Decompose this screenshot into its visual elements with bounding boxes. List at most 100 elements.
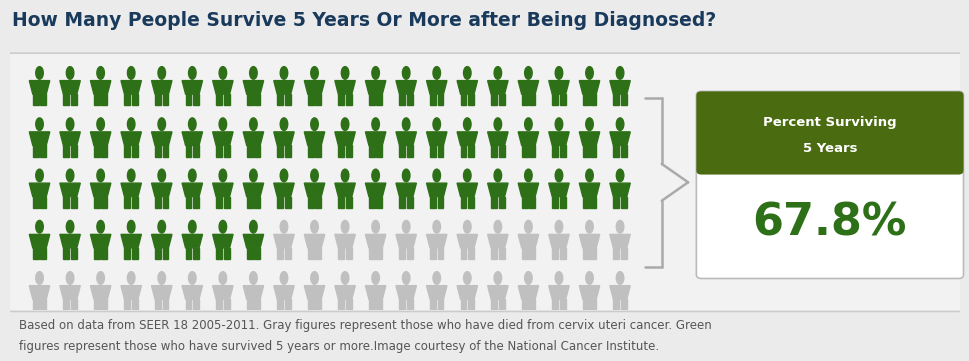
Circle shape [524, 118, 532, 131]
Circle shape [219, 272, 227, 284]
Polygon shape [155, 248, 161, 259]
Polygon shape [216, 197, 222, 208]
Polygon shape [368, 94, 374, 105]
Polygon shape [212, 183, 233, 197]
Circle shape [36, 118, 44, 131]
Polygon shape [551, 248, 557, 259]
Polygon shape [610, 132, 630, 145]
Polygon shape [582, 145, 588, 157]
Circle shape [524, 67, 532, 79]
Polygon shape [29, 183, 49, 197]
Polygon shape [368, 248, 374, 259]
Polygon shape [185, 197, 191, 208]
Polygon shape [437, 197, 443, 208]
Circle shape [219, 67, 227, 79]
Polygon shape [33, 299, 39, 310]
Polygon shape [33, 94, 39, 105]
Polygon shape [254, 145, 260, 157]
Polygon shape [307, 299, 313, 310]
Polygon shape [132, 145, 138, 157]
Polygon shape [399, 197, 405, 208]
Polygon shape [155, 145, 161, 157]
Polygon shape [487, 81, 508, 94]
Polygon shape [334, 183, 355, 197]
Polygon shape [490, 299, 496, 310]
Polygon shape [273, 132, 294, 145]
Polygon shape [193, 299, 199, 310]
Circle shape [66, 272, 74, 284]
Circle shape [188, 169, 196, 182]
Polygon shape [94, 248, 100, 259]
Polygon shape [517, 132, 538, 145]
Circle shape [493, 118, 501, 131]
Polygon shape [60, 81, 80, 94]
Polygon shape [610, 81, 630, 94]
Polygon shape [551, 145, 557, 157]
Polygon shape [151, 234, 172, 248]
Polygon shape [185, 299, 191, 310]
Polygon shape [426, 132, 447, 145]
Polygon shape [124, 299, 130, 310]
Polygon shape [460, 197, 466, 208]
Polygon shape [498, 197, 504, 208]
Circle shape [36, 67, 44, 79]
Polygon shape [273, 183, 294, 197]
Polygon shape [277, 94, 283, 105]
Polygon shape [487, 286, 508, 299]
Polygon shape [529, 248, 535, 259]
Circle shape [97, 272, 105, 284]
Polygon shape [243, 286, 264, 299]
Polygon shape [334, 132, 355, 145]
Polygon shape [124, 145, 130, 157]
Circle shape [463, 169, 471, 182]
Polygon shape [285, 197, 291, 208]
Polygon shape [612, 94, 618, 105]
Circle shape [280, 272, 288, 284]
Polygon shape [346, 248, 352, 259]
Polygon shape [578, 132, 599, 145]
Circle shape [66, 67, 74, 79]
FancyBboxPatch shape [2, 53, 967, 312]
Polygon shape [212, 234, 233, 248]
Polygon shape [468, 248, 474, 259]
Polygon shape [548, 234, 569, 248]
Polygon shape [346, 145, 352, 157]
Polygon shape [254, 197, 260, 208]
Circle shape [463, 67, 471, 79]
Circle shape [493, 272, 501, 284]
Circle shape [310, 118, 318, 131]
Polygon shape [395, 132, 416, 145]
Polygon shape [224, 197, 230, 208]
Polygon shape [315, 197, 321, 208]
Circle shape [36, 272, 44, 284]
Circle shape [554, 272, 562, 284]
Circle shape [432, 221, 440, 233]
Polygon shape [124, 197, 130, 208]
Circle shape [66, 169, 74, 182]
Polygon shape [277, 248, 283, 259]
Text: Based on data from SEER 18 2005-2011. Gray figures represent those who have died: Based on data from SEER 18 2005-2011. Gr… [19, 319, 711, 332]
Polygon shape [610, 286, 630, 299]
Polygon shape [121, 132, 141, 145]
Polygon shape [155, 197, 161, 208]
Polygon shape [338, 248, 344, 259]
Polygon shape [121, 286, 141, 299]
FancyBboxPatch shape [696, 91, 962, 278]
Polygon shape [285, 248, 291, 259]
Polygon shape [29, 286, 49, 299]
Circle shape [249, 67, 257, 79]
Circle shape [127, 221, 135, 233]
Polygon shape [460, 248, 466, 259]
Polygon shape [285, 94, 291, 105]
Polygon shape [121, 81, 141, 94]
Polygon shape [94, 299, 100, 310]
Circle shape [371, 272, 379, 284]
Polygon shape [487, 234, 508, 248]
Polygon shape [246, 248, 252, 259]
Polygon shape [334, 81, 355, 94]
Circle shape [432, 272, 440, 284]
Polygon shape [304, 286, 325, 299]
Polygon shape [437, 145, 443, 157]
Circle shape [310, 221, 318, 233]
Polygon shape [376, 248, 382, 259]
